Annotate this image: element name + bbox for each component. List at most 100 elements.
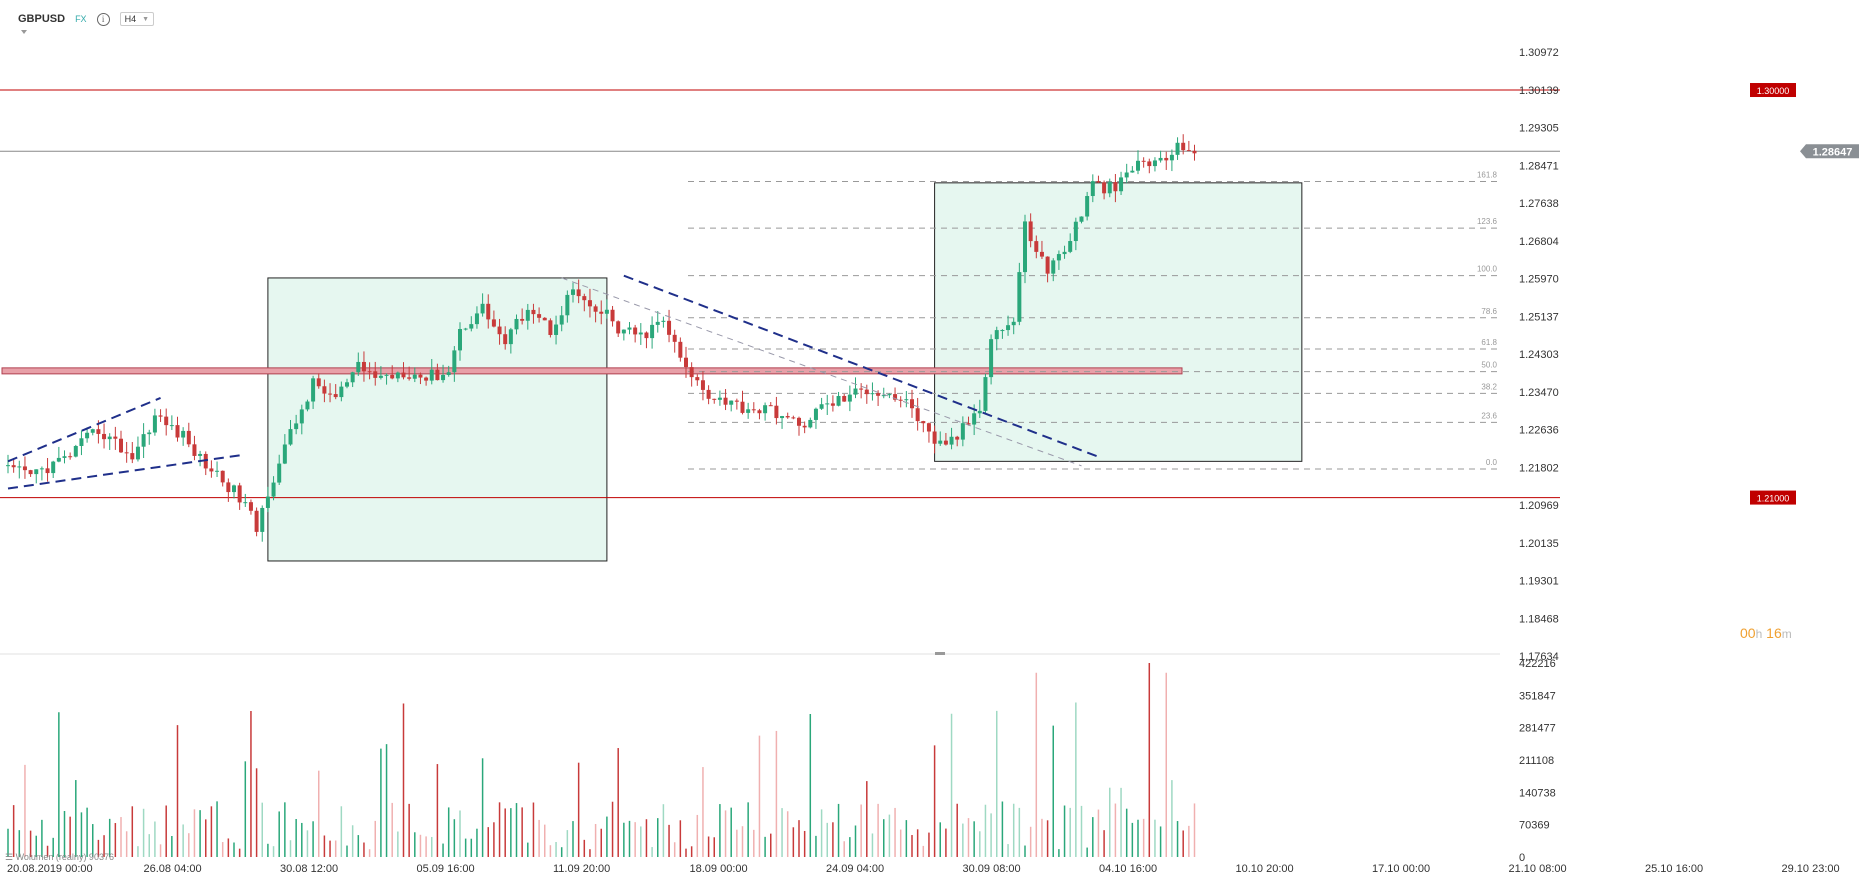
candle-body [1034,241,1039,252]
candle-body [559,315,564,325]
candle-body [271,482,276,497]
candle-body [864,389,869,395]
candle-body [983,377,988,411]
candle-body [124,452,129,454]
candle-body [446,372,451,375]
candle-body [830,403,835,406]
candle-body [1102,182,1107,194]
price-axis-label: 1.21802 [1519,462,1559,474]
candle-body [418,374,423,378]
volume-axis-label: 281477 [1519,723,1556,735]
price-axis-label: 1.27638 [1519,198,1559,210]
timer-h-unit: h [1755,627,1763,641]
candle-body [361,361,366,372]
candle-body [667,320,672,335]
candle-body [542,317,547,321]
candle-body [768,405,773,407]
candle-body [328,393,333,395]
candle-body [497,326,502,335]
candle-body [107,436,112,440]
candle-body [215,470,220,472]
candle-body [1124,172,1129,178]
candle-body [429,369,434,381]
candle-body [469,324,474,329]
candle-body [1169,154,1174,161]
candle-body [28,470,33,475]
candle-body [740,401,745,413]
candle-body [876,393,881,396]
timer-minutes: 16 [1766,625,1782,641]
candle-body [621,329,626,334]
candle-body [113,436,118,439]
candle-body [1017,272,1022,322]
candle-body [1130,170,1135,173]
candle-body [1119,177,1124,192]
candle-body [299,409,304,424]
candle-body [407,377,412,379]
chart-header: GBPUSD FX i H4 ▼ [18,12,155,26]
candle-body [17,466,22,468]
candle-body [277,463,282,483]
time-axis-label: 26.08 04:00 [144,863,202,875]
candle-body [1186,150,1191,152]
candle-body [288,429,293,445]
candle-body [689,367,694,378]
price-axis-label: 1.28471 [1519,160,1559,172]
price-axis-label: 1.30139 [1519,85,1559,97]
pane-resize-handle [935,652,945,655]
time-axis-label: 30.09 08:00 [963,863,1021,875]
candle-body [989,339,994,378]
candle-body [90,429,95,433]
volume-axis-label: 140738 [1519,787,1556,799]
candle-body [34,469,39,475]
candle-body [1158,157,1163,161]
candle-body [39,468,44,470]
candle-body [1073,221,1078,242]
fib-level-label: 161.8 [1477,170,1498,179]
candle-body [746,409,751,413]
volume-indicator-label[interactable]: ☰ Wolumen (realny) 90376 [5,852,114,863]
candle-body [633,327,638,335]
candle-body [265,496,270,508]
info-icon[interactable]: i [96,12,110,26]
candle-body [1136,160,1140,171]
symbol-dropdown-icon[interactable] [21,30,27,34]
candle-body [797,417,801,426]
candle-body [802,425,807,428]
level-price-label: 1.30000 [1757,86,1790,96]
measure-rectangle [934,182,1303,462]
candle-body [661,320,666,322]
symbol-label[interactable]: GBPUSD [18,13,66,25]
candle-body [147,432,152,435]
candle-body [350,372,355,383]
candle-body [11,465,16,468]
candle-body [960,423,965,440]
candle-body [22,466,27,471]
candle-body [508,329,513,345]
level-price-badge [1750,83,1796,98]
candle-body [1152,160,1157,167]
support-resistance-zone [1,367,1183,375]
candle-body [904,399,909,401]
candle-body [972,413,977,425]
timeframe-select[interactable]: H4 ▼ [119,12,155,26]
candle-body [390,374,395,379]
candle-body [503,334,508,345]
candle-body [593,306,598,312]
candle-body [729,400,734,405]
candle-body [915,408,920,422]
candle-body [424,377,429,381]
candle-body [56,457,61,462]
candle-body [175,425,180,438]
candle-body [441,374,446,381]
candle-body [232,485,236,493]
candle-body [243,502,248,504]
volume-axis-label: 422216 [1519,658,1556,670]
candle-body [345,382,349,387]
candle-body [282,444,287,464]
candle-body [898,399,903,401]
candle-body [700,380,705,390]
chevron-down-icon: ▼ [142,15,150,23]
